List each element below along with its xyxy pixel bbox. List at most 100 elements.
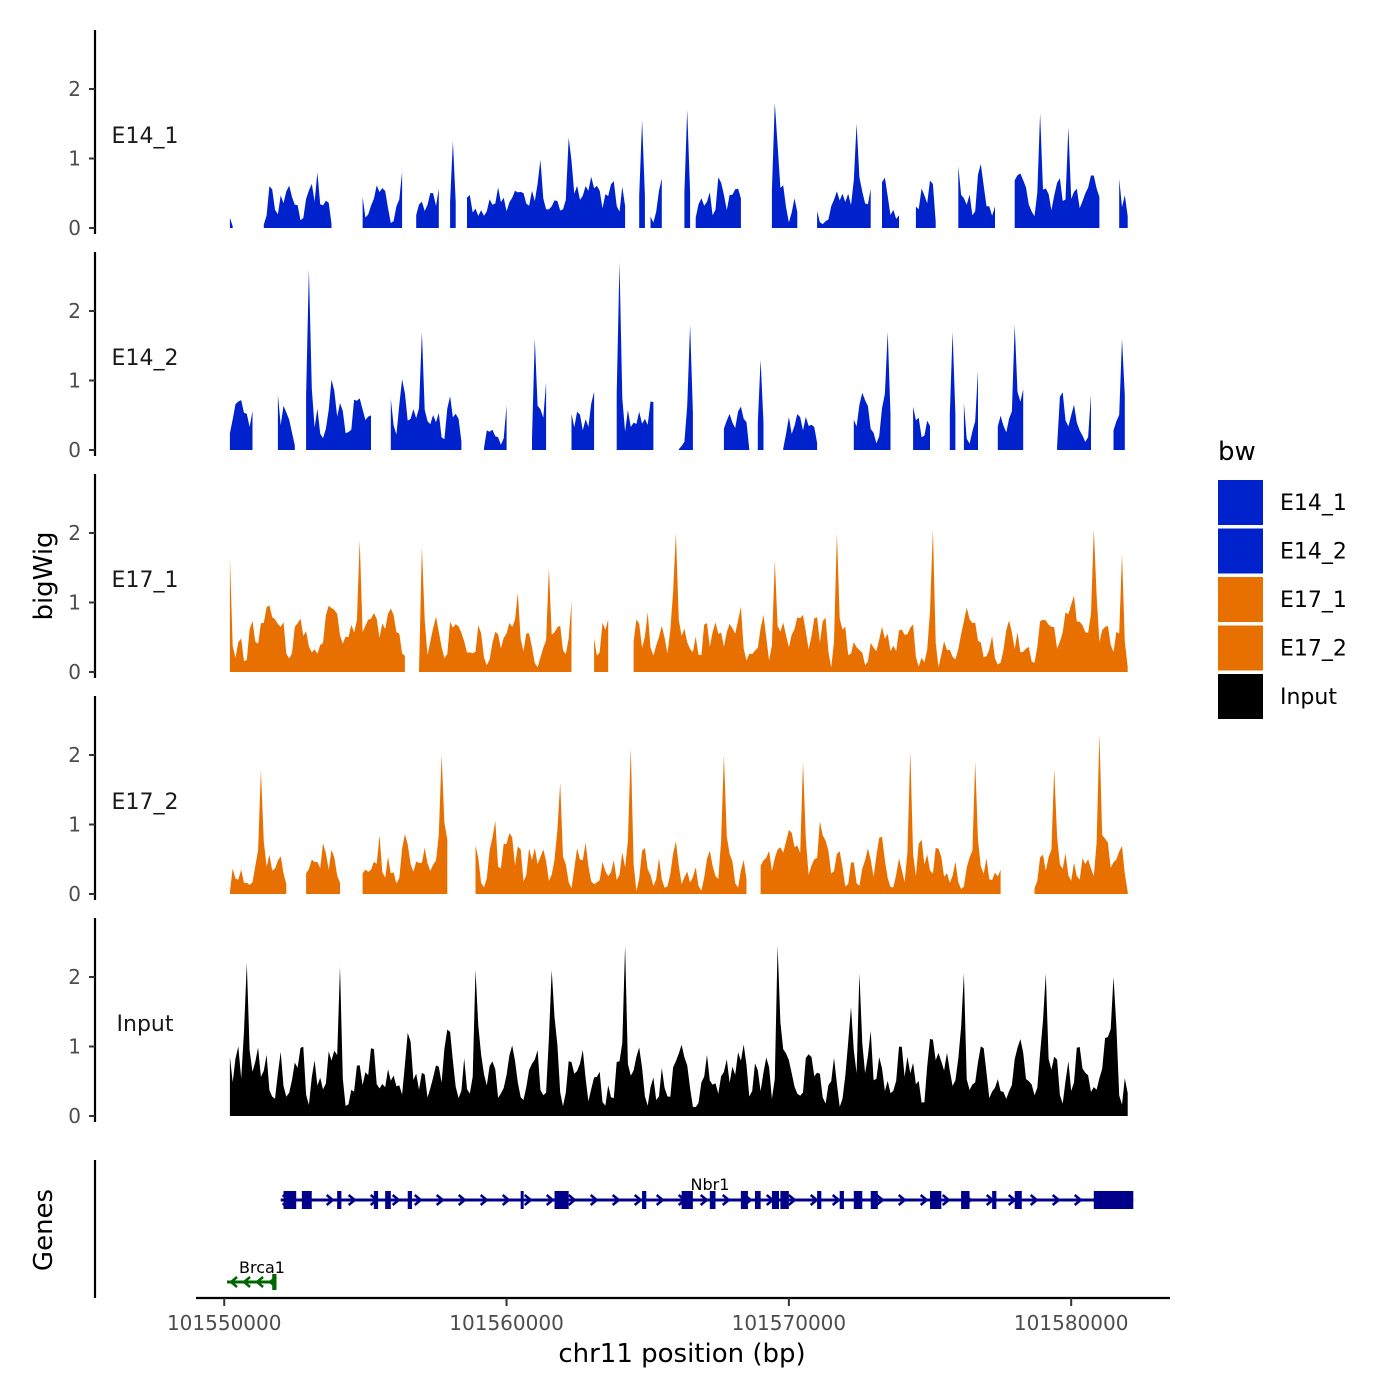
- legend-label: E17_1: [1280, 588, 1347, 613]
- exon: [272, 1274, 277, 1290]
- exon: [771, 1191, 779, 1209]
- exon: [301, 1191, 312, 1209]
- legend-title: bw: [1218, 437, 1256, 467]
- legend-item-e14-2: E14_2: [1218, 528, 1347, 574]
- y-tick-label: 1: [68, 591, 81, 615]
- x-tick-label: 101570000: [732, 1311, 847, 1335]
- strand-arrow: [589, 1194, 599, 1206]
- y-tick-label: 0: [68, 882, 81, 906]
- signal-area: [639, 120, 645, 228]
- y-axis-title: bigWig: [29, 531, 59, 620]
- x-axis: 101550000 101560000 101570000 101580000: [167, 1296, 1170, 1335]
- strand-arrow: [941, 1194, 951, 1206]
- strand-arrow: [391, 1194, 401, 1206]
- x-axis-title: chr11 position (bp): [558, 1339, 805, 1369]
- signal-area: [678, 324, 693, 450]
- signal-area: [817, 123, 871, 228]
- track-e17-2: 0 1 2 E17_2: [68, 696, 1128, 906]
- strand-arrow: [1007, 1194, 1017, 1206]
- gene-label: Brca1: [239, 1258, 285, 1277]
- strand-arrow: [413, 1194, 423, 1206]
- legend-swatch: [1218, 528, 1263, 574]
- exon: [554, 1191, 569, 1209]
- exon: [780, 1191, 789, 1209]
- strand-arrow: [567, 1194, 577, 1206]
- legend-item-e14-1: E14_1: [1218, 480, 1347, 525]
- signal-area: [997, 324, 1024, 450]
- signal-area: [532, 338, 547, 450]
- y-tick-label: 0: [68, 660, 81, 684]
- exon: [385, 1191, 391, 1209]
- signal-area: [594, 619, 609, 672]
- track-e14-1: 0 1 2 E14_1: [68, 30, 1128, 240]
- strand-arrow: [1073, 1194, 1083, 1206]
- signal-area: [760, 751, 1001, 894]
- exon: [642, 1191, 647, 1209]
- exon: [283, 1191, 297, 1209]
- genes-axis-title: Genes: [29, 1189, 59, 1271]
- signal-area: [757, 359, 764, 450]
- strand-arrow: [721, 1194, 731, 1206]
- strand-arrow: [787, 1194, 797, 1206]
- exon: [373, 1191, 379, 1209]
- exon: [337, 1191, 342, 1209]
- exon: [1014, 1191, 1022, 1209]
- signal-area: [229, 945, 1128, 1116]
- legend-swatch: [1218, 674, 1263, 719]
- legend-swatch: [1218, 625, 1263, 671]
- strand-arrow: [655, 1194, 665, 1206]
- signal-area: [771, 102, 798, 228]
- exon: [754, 1191, 761, 1209]
- signal-area: [1119, 178, 1128, 228]
- exon: [709, 1191, 716, 1209]
- exon: [930, 1191, 942, 1209]
- strand-arrow: [435, 1194, 445, 1206]
- strand-arrow: [479, 1194, 489, 1206]
- y-tick-label: 2: [68, 743, 81, 767]
- legend-swatch: [1218, 480, 1263, 525]
- signal-area: [650, 178, 662, 228]
- strand-arrow: [1029, 1194, 1039, 1206]
- signal-area: [475, 748, 747, 894]
- signal-area: [229, 540, 405, 672]
- legend-label: E14_1: [1280, 491, 1347, 516]
- gene-brca1: Brca1: [227, 1258, 285, 1290]
- exon: [870, 1191, 878, 1209]
- signal-area: [450, 141, 456, 228]
- signal-area: [949, 331, 956, 450]
- exon: [740, 1191, 748, 1209]
- y-tick-label: 1: [68, 369, 81, 393]
- gene-track: Nbr1 Brca1: [93, 1160, 1134, 1298]
- exon: [992, 1191, 997, 1209]
- signal-tracks: 0 1 2 E14_1 0 1 2 E14_2 0 1 2 E17_1 0 1 2 E17_2 0 1 2 Input: [68, 30, 1128, 1128]
- signal-area: [1014, 113, 1100, 228]
- exon: [839, 1191, 844, 1209]
- signal-area: [915, 180, 936, 228]
- strand-arrow: [347, 1194, 357, 1206]
- strand-arrow: [523, 1194, 533, 1206]
- strand-arrow: [229, 1276, 238, 1288]
- signal-area: [723, 406, 750, 450]
- signal-area: [390, 331, 462, 450]
- exon: [520, 1191, 524, 1209]
- signal-area: [362, 171, 403, 228]
- signal-area: [963, 370, 978, 450]
- y-tick-label: 1: [68, 147, 81, 171]
- y-tick-label: 0: [68, 216, 81, 240]
- legend-swatch: [1218, 577, 1263, 622]
- x-tick-label: 101550000: [167, 1311, 282, 1335]
- signal-area: [1034, 734, 1128, 894]
- strand-arrow: [611, 1194, 621, 1206]
- strand-arrow: [457, 1194, 467, 1206]
- signal-area: [263, 172, 332, 228]
- strand-arrow: [325, 1194, 335, 1206]
- y-tick-label: 0: [68, 438, 81, 462]
- signal-area: [853, 331, 891, 450]
- strand-arrow: [255, 1276, 264, 1288]
- track-label: Input: [117, 1012, 174, 1037]
- x-tick-label: 101560000: [449, 1311, 564, 1335]
- signal-area: [1057, 392, 1091, 450]
- signal-area: [633, 529, 1128, 672]
- signal-area: [484, 405, 507, 450]
- exon: [817, 1191, 822, 1209]
